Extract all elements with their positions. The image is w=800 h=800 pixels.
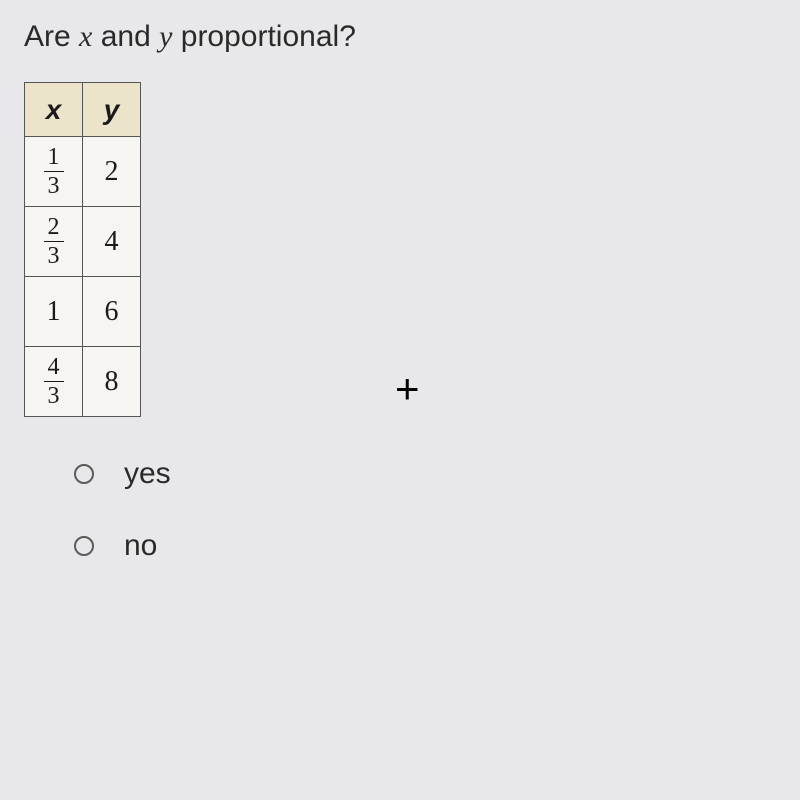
cursor-icon: + xyxy=(395,368,420,410)
table-row: 2 3 4 xyxy=(25,207,141,277)
cell-y: 8 xyxy=(83,347,141,417)
fraction-numerator: 4 xyxy=(44,355,64,381)
fraction-denominator: 3 xyxy=(44,171,64,198)
fraction-denominator: 3 xyxy=(44,241,64,268)
col-header-x: x xyxy=(25,83,83,137)
table-row: 1 6 xyxy=(25,277,141,347)
fraction-numerator: 1 xyxy=(44,145,64,171)
xy-table: x y 1 3 2 2 3 4 1 6 xyxy=(24,82,141,417)
fraction: 1 3 xyxy=(44,145,64,198)
q-suffix: proportional? xyxy=(172,20,355,53)
q-mid: and xyxy=(92,20,159,53)
q-var-y: y xyxy=(159,20,172,53)
cell-x: 4 3 xyxy=(25,347,83,417)
option-no[interactable]: no xyxy=(74,529,776,563)
cell-y: 4 xyxy=(83,207,141,277)
option-yes[interactable]: yes xyxy=(74,457,776,491)
fraction-numerator: 2 xyxy=(44,215,64,241)
question-text: Are x and y proportional? xyxy=(24,20,776,54)
radio-icon[interactable] xyxy=(74,464,94,484)
answer-options: yes no xyxy=(24,457,776,563)
cell-y: 6 xyxy=(83,277,141,347)
table-row: 4 3 8 xyxy=(25,347,141,417)
option-label-yes: yes xyxy=(124,457,171,491)
table-row: 1 3 2 xyxy=(25,137,141,207)
cell-x: 1 3 xyxy=(25,137,83,207)
radio-icon[interactable] xyxy=(74,536,94,556)
q-prefix: Are xyxy=(24,20,79,53)
q-var-x: x xyxy=(79,20,92,53)
fraction: 2 3 xyxy=(44,215,64,268)
cell-y: 2 xyxy=(83,137,141,207)
option-label-no: no xyxy=(124,529,157,563)
fraction: 4 3 xyxy=(44,355,64,408)
cell-x: 1 xyxy=(25,277,83,347)
cell-x: 2 3 xyxy=(25,207,83,277)
col-header-y: y xyxy=(83,83,141,137)
fraction-denominator: 3 xyxy=(44,381,64,408)
